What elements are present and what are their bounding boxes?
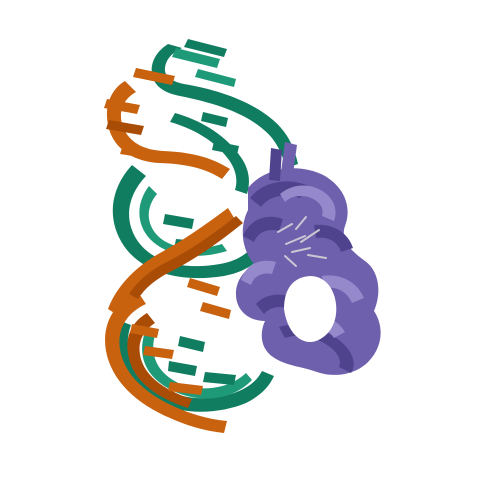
protein-helix-right-1 <box>314 224 353 252</box>
lower-green-basepair-2 <box>168 361 197 376</box>
sidechain-stick-6 <box>307 254 327 259</box>
sidechain-stick-2 <box>285 235 306 245</box>
upper-green-basepair-1 <box>201 112 228 127</box>
upper-green-ridge-2 <box>184 39 227 57</box>
protein-cavity <box>284 276 337 343</box>
upper-orange-basepair-3 <box>120 145 160 160</box>
protein-top-loop-2 <box>281 142 297 174</box>
middle-orange-shadow <box>129 216 243 299</box>
protein-helix-left-2 <box>241 260 276 285</box>
lower-orange-shadow <box>127 313 192 408</box>
middle-orange-basepair-2 <box>200 302 231 319</box>
protein-top-loop <box>269 148 282 181</box>
sidechain-stick-5 <box>300 229 320 243</box>
protein-helix-left-3 <box>256 294 294 314</box>
dna-strand-b-lower <box>105 292 227 433</box>
sidechain-stick-1 <box>277 223 293 233</box>
lower-orange-basepair-1 <box>130 324 159 338</box>
protein-helix-right-2 <box>322 275 364 303</box>
sidechain-sticks <box>277 216 327 267</box>
dna-strand-b-middle <box>108 208 243 319</box>
lower-green-basepair-1 <box>178 336 205 352</box>
middle-green-backbone <box>112 165 266 279</box>
lower-orange-basepair-2 <box>143 346 174 359</box>
upper-green-backbone <box>151 44 298 168</box>
protein-helix-top-2 <box>280 185 336 221</box>
upper-orange-basepair-2 <box>106 120 144 135</box>
protein-helix-left-1 <box>243 216 283 242</box>
upper-orange-basepair-1 <box>104 99 140 114</box>
protein-domain <box>235 142 381 375</box>
lower-orange-backbone <box>105 292 227 433</box>
upper-green-basepair-2 <box>212 141 239 155</box>
dna-strand-a-upper <box>151 39 298 194</box>
middle-green-highlight <box>139 186 227 256</box>
dna-strand-b-upper <box>104 68 230 179</box>
upper-green-ridge-1 <box>172 48 220 68</box>
lower-orange-basepair-3 <box>168 382 203 395</box>
sidechain-stick-3 <box>291 247 311 253</box>
upper-green-ridge-3 <box>195 69 236 87</box>
upper-orange-tip <box>133 68 175 85</box>
middle-green-basepair-1 <box>163 214 194 229</box>
sidechain-stick-4 <box>295 216 307 230</box>
lower-green-basepair-3 <box>203 372 236 385</box>
lower-green-highlight <box>142 332 252 399</box>
middle-orange-basepair-1 <box>187 278 220 296</box>
sidechain-stick-7 <box>284 255 297 267</box>
